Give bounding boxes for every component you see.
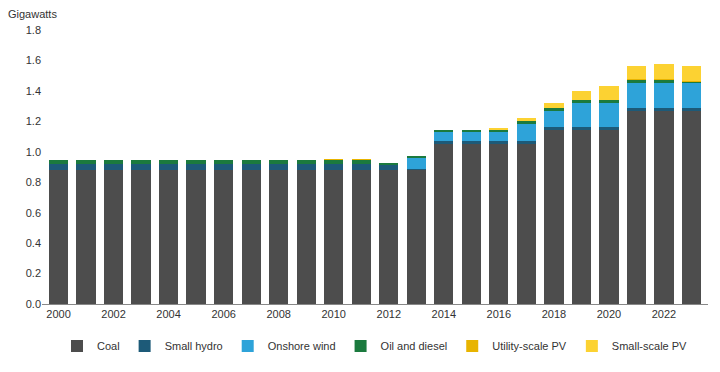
svg-text:2000: 2000	[46, 308, 70, 320]
svg-text:0.8: 0.8	[26, 176, 41, 188]
svg-text:0.0: 0.0	[26, 298, 41, 310]
svg-text:2018: 2018	[542, 308, 566, 320]
svg-text:2016: 2016	[487, 308, 511, 320]
svg-text:1.6: 1.6	[26, 54, 41, 66]
svg-text:2020: 2020	[597, 308, 621, 320]
svg-text:Small-scale PV: Small-scale PV	[612, 340, 687, 352]
svg-text:1.4: 1.4	[26, 85, 41, 97]
svg-text:2012: 2012	[377, 308, 401, 320]
svg-text:Gigawatts: Gigawatts	[8, 8, 57, 20]
svg-text:1.0: 1.0	[26, 146, 41, 158]
svg-text:2002: 2002	[101, 308, 125, 320]
svg-text:0.2: 0.2	[26, 267, 41, 279]
svg-text:0.6: 0.6	[26, 207, 41, 219]
svg-text:Coal: Coal	[97, 340, 120, 352]
svg-text:0.4: 0.4	[26, 237, 41, 249]
svg-text:2014: 2014	[432, 308, 456, 320]
svg-text:1.8: 1.8	[26, 24, 41, 36]
svg-text:1.2: 1.2	[26, 115, 41, 127]
svg-text:Utility-scale PV: Utility-scale PV	[492, 340, 567, 352]
svg-text:2008: 2008	[266, 308, 290, 320]
svg-text:Onshore wind: Onshore wind	[268, 340, 336, 352]
svg-text:2022: 2022	[652, 308, 676, 320]
svg-text:Small hydro: Small hydro	[165, 340, 223, 352]
svg-text:2006: 2006	[211, 308, 235, 320]
svg-text:2010: 2010	[321, 308, 345, 320]
svg-text:2004: 2004	[156, 308, 180, 320]
svg-text:Oil and diesel: Oil and diesel	[381, 340, 448, 352]
